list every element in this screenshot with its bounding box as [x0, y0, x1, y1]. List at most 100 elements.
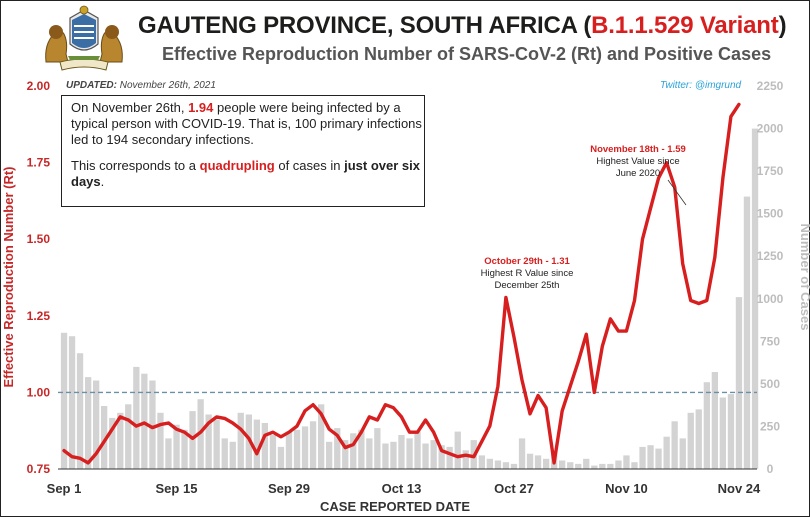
case-bar: [711, 372, 718, 469]
case-bar: [76, 353, 84, 469]
y-left-tick-label: 0.75: [27, 462, 51, 476]
case-bar: [719, 397, 726, 469]
case-bar: [502, 462, 510, 469]
case-bar: [607, 463, 614, 469]
case-bar: [293, 429, 301, 469]
note-paragraph-2: This corresponds to a quadrupling of cas…: [71, 158, 420, 189]
case-bar: [406, 438, 413, 469]
case-bar: [575, 463, 582, 469]
annotation-text: June 2020: [616, 168, 660, 179]
y-left-tick-label: 1.75: [27, 156, 51, 170]
twitter-credit: Twitter: @imgrund: [660, 80, 742, 91]
y-right-tick-label: 2250: [757, 79, 784, 93]
case-bar: [751, 128, 759, 469]
case-bar: [599, 463, 606, 469]
case-bar: [285, 431, 293, 469]
case-bar: [478, 455, 485, 469]
case-bar: [221, 438, 228, 469]
annotation-leader-line: [667, 179, 687, 206]
case-bar: [446, 446, 453, 469]
updated-label: UPDATED: November 26th, 2021: [66, 80, 216, 91]
y-left-tick-label: 2.00: [27, 79, 51, 93]
case-bar: [462, 450, 469, 469]
case-bar: [237, 412, 244, 469]
x-tick-label: Nov 10: [605, 481, 648, 496]
y-right-tick-label: 0: [767, 462, 774, 476]
updated-date: November 26th, 2021: [119, 80, 216, 91]
case-bar: [494, 460, 502, 469]
case-bar: [68, 336, 76, 469]
case-bar: [671, 421, 678, 469]
twitter-handle: @imgrund: [694, 80, 742, 91]
y-right-axis-label: Number of Cases: [798, 224, 810, 331]
annotation-text: Highest R Value since: [481, 268, 574, 279]
y-right-tick-label: 1250: [757, 249, 784, 263]
case-bar: [318, 404, 325, 469]
case-bar: [703, 382, 710, 469]
case-bar: [422, 443, 429, 469]
note-quadrupling: quadrupling: [199, 158, 275, 173]
chart-title: GAUTENG PROVINCE, SOUTH AFRICA (B.1.1.52…: [138, 12, 787, 39]
case-bar: [93, 380, 100, 469]
case-bar: [350, 433, 357, 469]
y-right-tick-label: 750: [760, 334, 780, 348]
y-left-tick-label: 1.25: [27, 309, 51, 323]
case-bar: [735, 297, 743, 469]
case-bar: [390, 441, 397, 469]
case-bar: [133, 366, 140, 469]
case-bar: [326, 441, 333, 469]
case-bar: [647, 445, 654, 469]
case-bar: [454, 431, 461, 469]
case-bar: [631, 462, 638, 469]
x-tick-label: Sep 15: [156, 481, 198, 496]
case-bar: [101, 406, 108, 469]
case-bar: [109, 417, 116, 469]
case-bar: [366, 438, 373, 469]
case-bar: [743, 196, 751, 469]
note-rt-value: 1.94: [188, 100, 214, 115]
case-bar: [149, 380, 156, 469]
y-left-tick-label: 1.00: [27, 385, 51, 399]
case-bar: [157, 412, 164, 469]
case-bar: [655, 448, 662, 469]
chart-subtitle: Effective Reproduction Number of SARS-Co…: [162, 44, 772, 64]
y-right-tick-label: 500: [760, 377, 780, 391]
summary-note-box: On November 26th, 1.94 people were being…: [61, 95, 425, 207]
case-bar: [60, 332, 68, 469]
case-bar: [334, 428, 341, 469]
case-bar: [679, 438, 686, 469]
y-left-tick-label: 1.50: [27, 232, 51, 246]
x-tick-label: Sep 1: [47, 481, 82, 496]
case-bar: [583, 458, 590, 469]
case-bar: [374, 428, 381, 469]
y-right-tick-label: 1500: [757, 207, 784, 221]
case-bar: [85, 377, 92, 469]
case-bar: [534, 455, 542, 469]
case-bar: [269, 435, 277, 469]
case-bar: [526, 453, 534, 469]
case-bar: [277, 446, 285, 469]
rt-series-line: [62, 102, 741, 465]
case-bar: [430, 440, 437, 469]
y-right-tick-label: 1000: [757, 292, 784, 306]
case-bar: [543, 458, 550, 469]
case-bar: [414, 431, 421, 469]
case-bar: [125, 404, 132, 469]
case-bar: [518, 438, 526, 469]
x-tick-label: Oct 13: [382, 481, 422, 496]
case-bar: [213, 419, 220, 469]
variant-name: B.1.1.529 Variant: [591, 12, 779, 39]
case-bar: [727, 394, 735, 469]
annotation-text: Highest Value since: [596, 156, 679, 167]
case-bar: [559, 460, 566, 469]
case-bar: [253, 419, 260, 469]
case-bar: [438, 445, 445, 469]
y-left-axis-label: Effective Reproduction Number (Rt): [1, 166, 16, 387]
case-bar: [663, 436, 670, 469]
case-bar: [510, 463, 518, 469]
case-bar: [695, 409, 702, 469]
case-bar: [165, 438, 172, 469]
case-bar: [623, 455, 630, 469]
case-bar: [398, 435, 405, 469]
